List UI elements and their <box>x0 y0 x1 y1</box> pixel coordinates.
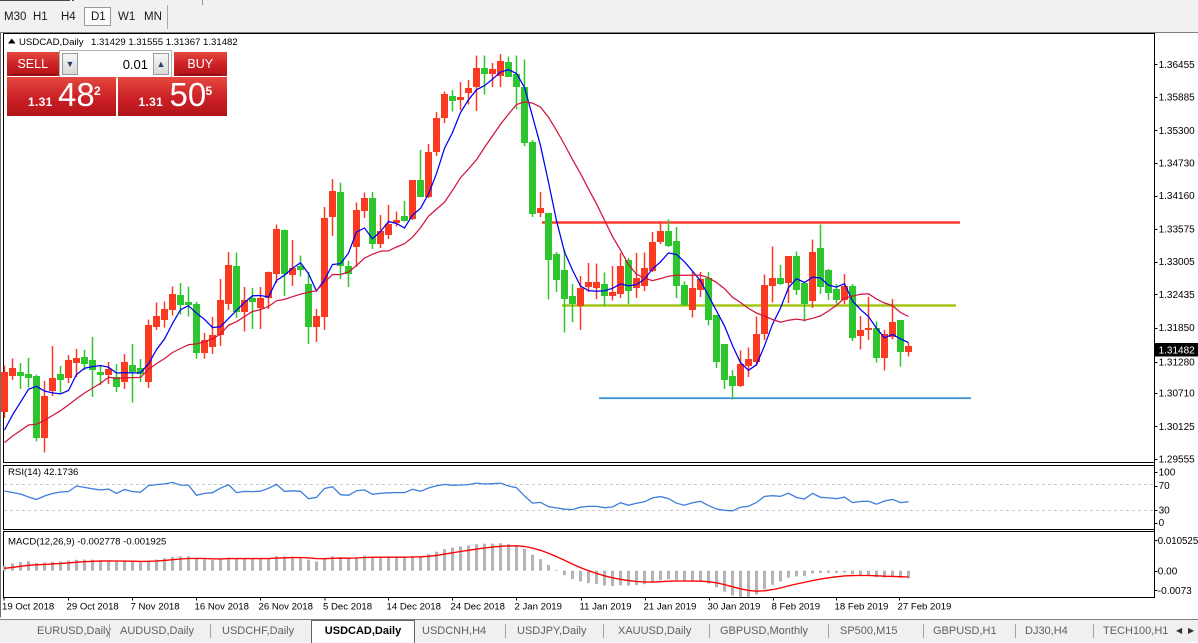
svg-text:18 Feb 2019: 18 Feb 2019 <box>835 602 889 613</box>
svg-text:1.35300: 1.35300 <box>1159 126 1196 137</box>
svg-text:1.35885: 1.35885 <box>1159 93 1196 104</box>
svg-text:1.34160: 1.34160 <box>1159 191 1196 202</box>
svg-text:1.34730: 1.34730 <box>1159 159 1196 170</box>
svg-text:0.010525: 0.010525 <box>1158 536 1198 547</box>
svg-text:100: 100 <box>1159 467 1176 478</box>
svg-text:1.36455: 1.36455 <box>1159 60 1196 71</box>
svg-text:USDCAD,Daily: USDCAD,Daily <box>19 37 84 48</box>
svg-text:1.31280: 1.31280 <box>1159 358 1196 369</box>
svg-text:24 Dec 2018: 24 Dec 2018 <box>451 602 505 613</box>
svg-text:7 Nov 2018: 7 Nov 2018 <box>131 602 180 613</box>
svg-text:19 Oct 2018: 19 Oct 2018 <box>2 602 54 613</box>
svg-text:MACD(12,26,9) -0.002778 -0.001: MACD(12,26,9) -0.002778 -0.001925 <box>8 537 166 548</box>
svg-text:21 Jan 2019: 21 Jan 2019 <box>644 602 697 613</box>
svg-text:8 Feb 2019: 8 Feb 2019 <box>772 602 821 613</box>
svg-text:2 Jan 2019: 2 Jan 2019 <box>515 602 562 613</box>
svg-text:11 Jan 2019: 11 Jan 2019 <box>580 602 632 613</box>
svg-text:1.31429 1.31555 1.31367 1.3148: 1.31429 1.31555 1.31367 1.31482 <box>91 37 238 48</box>
svg-text:27 Feb 2019: 27 Feb 2019 <box>898 602 952 613</box>
svg-text:1.31482: 1.31482 <box>1159 346 1196 357</box>
svg-text:16 Nov 2018: 16 Nov 2018 <box>195 602 249 613</box>
svg-text:29 Oct 2018: 29 Oct 2018 <box>67 602 119 613</box>
svg-text:0: 0 <box>1159 518 1165 529</box>
svg-text:RSI(14) 42.1736: RSI(14) 42.1736 <box>8 467 78 478</box>
svg-text:14 Dec 2018: 14 Dec 2018 <box>387 602 441 613</box>
svg-text:5 Dec 2018: 5 Dec 2018 <box>323 602 372 613</box>
svg-text:1.33005: 1.33005 <box>1159 257 1196 268</box>
svg-text:1.31850: 1.31850 <box>1159 323 1196 334</box>
svg-text:0.00: 0.00 <box>1158 566 1178 577</box>
svg-text:1.30125: 1.30125 <box>1159 422 1196 433</box>
svg-text:30: 30 <box>1159 506 1171 517</box>
svg-text:1.33575: 1.33575 <box>1159 225 1196 236</box>
svg-text:1.32435: 1.32435 <box>1159 290 1196 301</box>
svg-text:30 Jan 2019: 30 Jan 2019 <box>708 602 761 613</box>
svg-text:26 Nov 2018: 26 Nov 2018 <box>259 602 313 613</box>
svg-text:1.29555: 1.29555 <box>1159 455 1196 466</box>
svg-text:-0.0073: -0.0073 <box>1158 586 1192 597</box>
svg-text:1.30710: 1.30710 <box>1159 388 1196 399</box>
svg-text:70: 70 <box>1159 481 1171 492</box>
